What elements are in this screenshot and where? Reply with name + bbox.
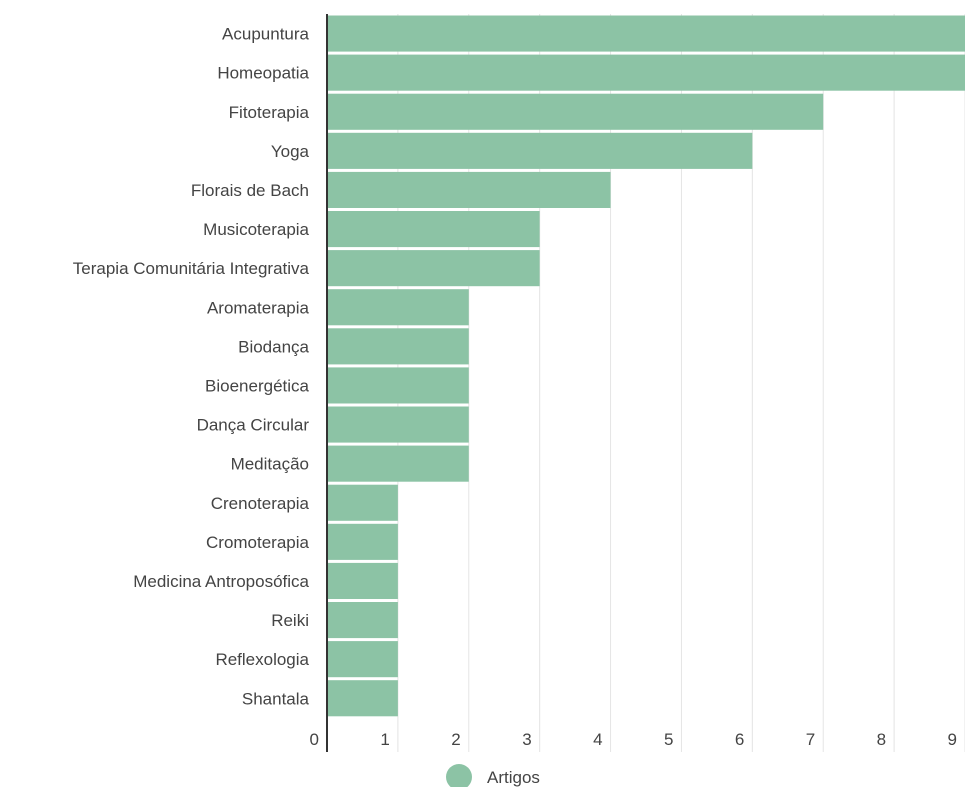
category-label: Medicina Antroposófica (133, 572, 309, 591)
category-label: Florais de Bach (191, 181, 309, 200)
category-label: Biodança (238, 337, 309, 356)
bar-0 (327, 15, 965, 52)
category-label: Musicoterapia (203, 220, 309, 239)
bar-5 (327, 211, 540, 248)
category-label: Meditação (231, 455, 309, 474)
legend[interactable]: Artigos (446, 764, 540, 787)
bar-2 (327, 93, 824, 130)
legend-label-artigos: Artigos (487, 768, 540, 787)
category-label: Cromoterapia (206, 533, 310, 552)
category-label: Shantala (242, 689, 310, 708)
category-label: Reiki (271, 611, 309, 630)
x-tick-label: 0 (310, 730, 319, 749)
bar-17 (327, 680, 398, 717)
bar-14 (327, 562, 398, 599)
x-tick-label: 8 (877, 730, 886, 749)
x-tick-label: 4 (593, 730, 602, 749)
x-tick-label: 7 (806, 730, 815, 749)
legend-swatch (446, 764, 472, 787)
bar-10 (327, 406, 469, 443)
bar-4 (327, 171, 611, 208)
bar-6 (327, 250, 540, 287)
x-tick-label: 1 (380, 730, 389, 749)
category-label: Acupuntura (222, 25, 309, 44)
bar-7 (327, 289, 469, 326)
x-tick-label: 9 (948, 730, 957, 749)
bar-3 (327, 132, 753, 169)
x-tick-label: 2 (451, 730, 460, 749)
bar-16 (327, 641, 398, 678)
x-tick-label: 3 (522, 730, 531, 749)
bar-15 (327, 602, 398, 639)
bar-11 (327, 445, 469, 482)
bar-1 (327, 54, 965, 91)
category-label: Crenoterapia (211, 494, 310, 513)
category-label: Yoga (271, 142, 310, 161)
bar-9 (327, 367, 469, 404)
category-label: Homeopatia (217, 64, 309, 83)
category-label: Bioenergética (205, 376, 310, 395)
bar-13 (327, 523, 398, 560)
category-labels: Acupuntura Homeopatia Fitoterapia Yoga Flora… (73, 25, 310, 709)
x-tick-label: 5 (664, 730, 673, 749)
bar-8 (327, 328, 469, 365)
bars (327, 15, 965, 717)
category-label: Fitoterapia (229, 103, 310, 122)
category-label: Dança Circular (197, 416, 310, 435)
x-tick-labels: 0 1 2 3 4 5 6 7 8 9 (310, 730, 957, 749)
x-tick-label: 6 (735, 730, 744, 749)
category-label: Reflexologia (215, 650, 309, 669)
bar-12 (327, 484, 398, 521)
category-label: Aromaterapia (207, 298, 310, 317)
category-label: Terapia Comunitária Integrativa (73, 259, 310, 278)
